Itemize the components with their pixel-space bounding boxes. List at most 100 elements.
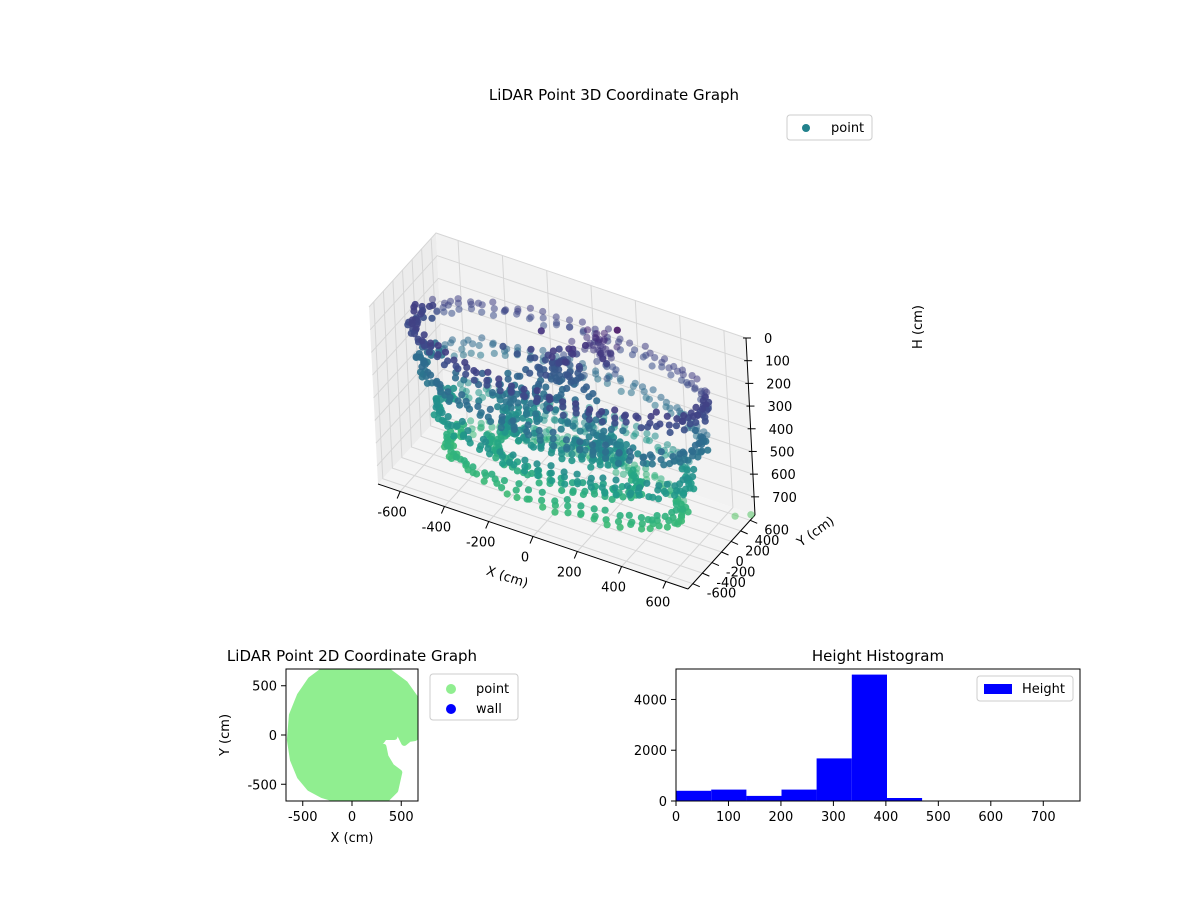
data-point <box>691 384 699 392</box>
data-point <box>619 470 628 478</box>
data-point <box>516 372 524 380</box>
data-point <box>689 448 697 456</box>
data-point <box>549 347 557 355</box>
chart-3d-legend-marker <box>802 124 810 132</box>
data-point <box>526 369 534 377</box>
data-point <box>613 326 621 334</box>
data-point <box>526 304 535 312</box>
grid-z-line <box>368 232 747 339</box>
data-point <box>467 417 475 425</box>
z-tick-label: 300 <box>767 400 792 415</box>
data-point <box>510 423 518 431</box>
chart-2d-legend: point wall <box>429 673 519 721</box>
data-point <box>502 306 510 314</box>
data-point <box>527 345 535 353</box>
z-tick-label: 500 <box>770 445 795 460</box>
histogram-legend: Height <box>976 675 1074 702</box>
data-point <box>467 305 476 313</box>
data-point <box>583 333 591 341</box>
data-point <box>550 442 558 450</box>
data-point <box>614 459 623 467</box>
data-point <box>557 425 565 433</box>
data-point <box>509 451 517 459</box>
data-point <box>553 394 561 402</box>
data-point <box>427 371 435 379</box>
data-point <box>433 353 441 361</box>
data-point <box>551 416 559 424</box>
grid-z-line <box>372 300 750 407</box>
data-point <box>537 442 545 450</box>
data-point <box>536 436 544 444</box>
data-point <box>558 486 566 495</box>
histogram-bar <box>711 789 747 801</box>
data-point <box>429 301 437 309</box>
data-point <box>653 511 661 520</box>
data-point <box>412 353 420 361</box>
data-point <box>458 391 466 399</box>
data-point <box>501 351 509 359</box>
data-point <box>433 307 441 315</box>
data-point <box>443 442 452 450</box>
data-point <box>441 348 450 356</box>
data-point <box>689 412 697 420</box>
data-point <box>585 424 593 432</box>
data-point <box>686 420 694 428</box>
x-tick-label: -200 <box>466 536 496 551</box>
data-point <box>476 445 484 453</box>
data-point <box>635 491 643 499</box>
y-tick-label: -500 <box>247 778 277 793</box>
y-tick-label: 0 <box>269 729 277 744</box>
data-point <box>564 502 572 510</box>
data-point <box>692 418 700 426</box>
data-point <box>536 370 545 378</box>
data-point <box>535 364 544 372</box>
data-point <box>477 351 485 359</box>
data-point <box>641 342 649 350</box>
chart-3d-zlabel: H (cm) <box>911 305 926 349</box>
chart-3d-points <box>404 295 755 533</box>
data-point <box>628 518 636 526</box>
data-point <box>547 449 556 457</box>
data-point <box>682 485 690 493</box>
data-point <box>478 369 486 377</box>
x-tick-label: 600 <box>645 596 670 611</box>
data-point <box>465 435 473 443</box>
data-point <box>638 520 646 528</box>
data-point <box>470 367 478 375</box>
data-point <box>448 309 456 317</box>
y-tick-label: 2000 <box>634 744 667 759</box>
chart-3d-axes: -600-400-2000200400600-600-400-200020040… <box>377 332 797 611</box>
data-point <box>621 411 630 419</box>
data-point <box>658 363 666 371</box>
data-point <box>612 366 620 374</box>
x-tick-label: 200 <box>557 566 582 581</box>
data-point <box>603 521 611 529</box>
data-point <box>674 367 682 375</box>
data-point <box>611 484 619 492</box>
data-point <box>651 473 659 481</box>
data-point <box>498 418 506 426</box>
data-point <box>591 512 599 520</box>
data-point <box>418 337 426 345</box>
chart-3d-title: LiDAR Point 3D Coordinate Graph <box>489 86 739 104</box>
data-point <box>586 405 594 413</box>
data-point <box>632 477 640 485</box>
data-point <box>651 401 659 409</box>
data-point <box>513 467 522 475</box>
data-point <box>648 516 656 524</box>
data-point <box>645 395 654 403</box>
data-point <box>568 450 576 458</box>
data-point <box>612 476 620 484</box>
data-point <box>474 402 482 410</box>
x-tick-label: 500 <box>389 810 414 825</box>
data-point <box>614 518 623 526</box>
data-point <box>593 397 601 405</box>
data-point <box>637 514 646 522</box>
data-point <box>524 486 533 494</box>
data-point <box>542 371 550 379</box>
data-point <box>555 366 563 374</box>
x-tick-mark <box>396 491 401 499</box>
data-point <box>612 468 620 476</box>
data-point <box>469 431 477 439</box>
data-point <box>495 380 503 389</box>
